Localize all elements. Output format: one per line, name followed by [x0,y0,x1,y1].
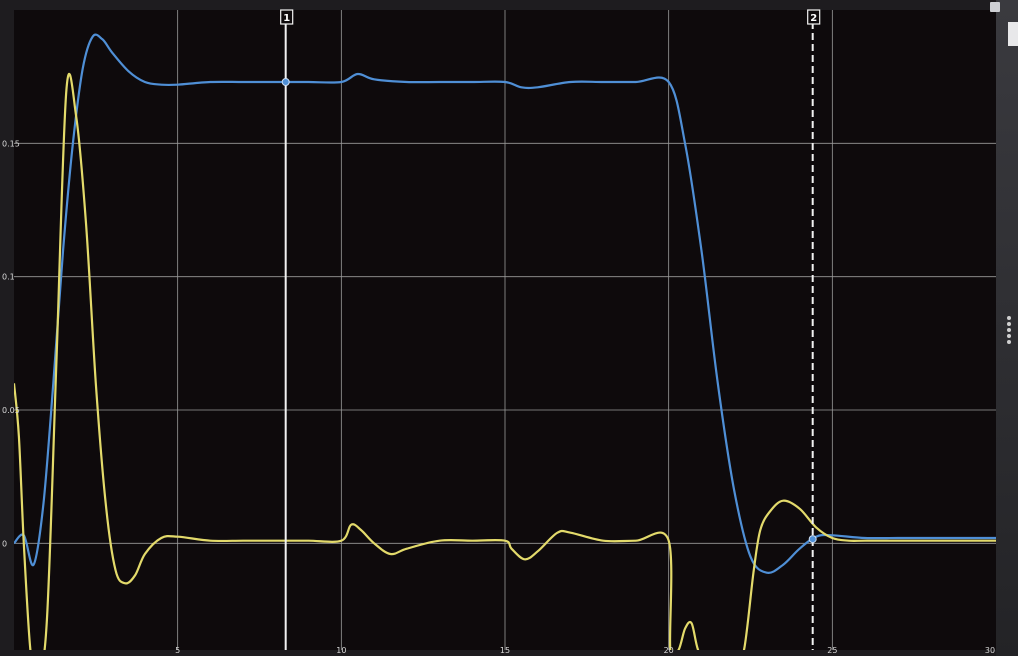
cursor-label-box-1[interactable] [280,9,294,25]
x-tick-label: 15 [500,646,510,655]
y-tick-label: 0.15 [2,139,20,148]
x-tick-label: 30 [985,646,995,655]
x-tick-label: 5 [175,646,180,655]
cursor-marker-2 [808,535,817,544]
panel-drag-handle[interactable] [1003,314,1015,348]
cursor-label-box-2[interactable] [807,9,821,25]
y-tick-label: 0.1 [2,273,15,282]
series-layer [14,33,996,650]
corner-button[interactable] [990,2,1000,12]
y-tick-label: 0 [2,539,7,548]
cursor-label-1: 1 [283,13,290,24]
cursor-marker-1 [281,78,290,86]
series-line-1 [14,33,996,574]
cursor-label-2: 2 [810,13,817,24]
panel-toggle[interactable] [1008,22,1018,46]
x-tick-label: 20 [664,646,674,655]
y-tick-label: 0.05 [2,406,20,415]
x-tick-label: 10 [336,646,346,655]
series-line-2 [14,72,996,650]
x-tick-label: 25 [827,646,837,655]
